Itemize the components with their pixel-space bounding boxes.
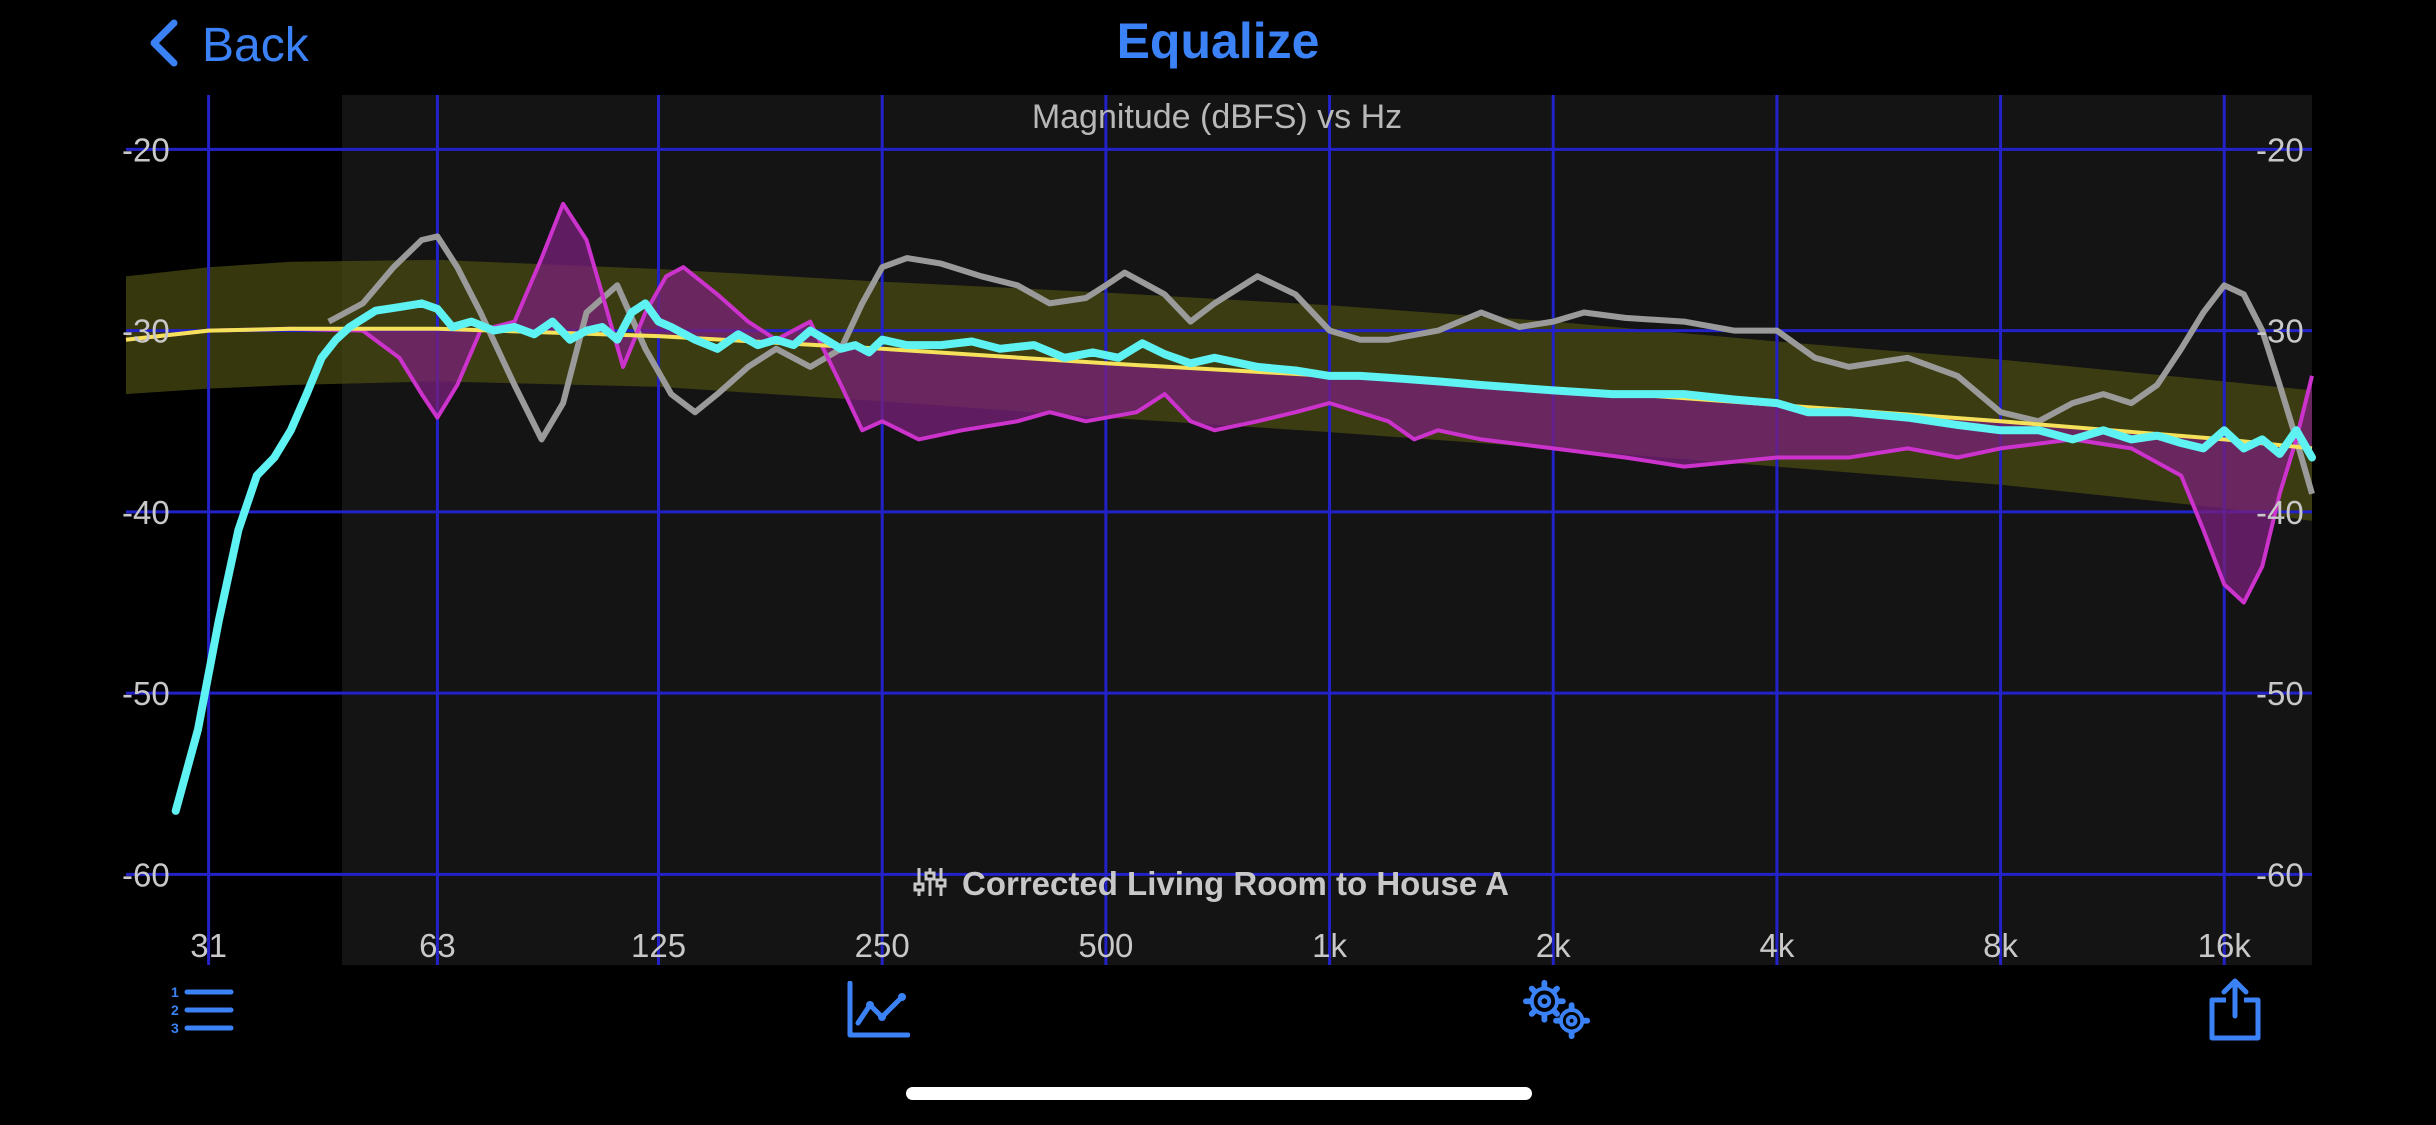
x-tick-label: 16k	[2198, 927, 2252, 964]
x-tick-label: 500	[1078, 927, 1133, 964]
series-eq-line	[125, 201, 2314, 605]
x-tick-label: 31	[190, 927, 227, 964]
series-target-line	[125, 326, 2313, 451]
chart-subtitle[interactable]: Corrected Living Room to House A	[913, 865, 1509, 902]
y-tick-label-right: -40	[2256, 494, 2304, 531]
y-tick-label-right: -50	[2256, 675, 2304, 712]
equalizer-sliders-icon	[913, 868, 947, 896]
numbered-list-button[interactable]: 1 2 3	[167, 975, 237, 1045]
y-tick-label-left: -30	[122, 313, 170, 350]
navigation-bar: Back Equalize	[0, 0, 2436, 90]
svg-text:3: 3	[171, 1020, 179, 1036]
chart-title: Magnitude (dBFS) vs Hz	[1032, 98, 1402, 136]
graph-button[interactable]	[843, 975, 913, 1045]
x-tick-label: 2k	[1536, 927, 1571, 964]
back-button[interactable]: Back	[146, 14, 309, 76]
x-tick-label: 250	[855, 927, 910, 964]
y-tick-label-right: -30	[2256, 313, 2304, 350]
line-graph-icon	[847, 981, 910, 1038]
y-tick-label-left: -20	[122, 131, 170, 168]
series-predicted-line	[171, 299, 2316, 815]
x-tick-label: 1k	[1312, 927, 1347, 964]
x-tick-label: 4k	[1759, 927, 1794, 964]
svg-text:1: 1	[171, 984, 179, 1000]
settings-button[interactable]	[1523, 975, 1593, 1045]
y-tick-label-right: -60	[2256, 856, 2304, 893]
y-tick-label-left: -50	[122, 675, 170, 712]
y-tick-label-left: -60	[122, 856, 170, 893]
frequency-response-chart[interactable]: Magnitude (dBFS) vs Hz 31 63 125 250 500 1k 2k…	[0, 90, 2436, 975]
chevron-left-icon	[146, 17, 182, 74]
y-tick-label-left: -40	[122, 494, 170, 531]
eq-filter-area	[126, 203, 2312, 603]
share-button[interactable]	[2200, 975, 2270, 1045]
back-label: Back	[202, 18, 309, 72]
plot-background	[342, 95, 2312, 965]
y-tick-label-right: -20	[2256, 131, 2304, 168]
bottom-toolbar: 1 2 3	[0, 975, 2436, 1050]
numbered-list-icon: 1 2 3	[171, 984, 234, 1036]
x-tick-label: 63	[419, 927, 456, 964]
series-measured-line	[327, 233, 2315, 495]
chart-subtitle-label: Corrected Living Room to House A	[962, 865, 1509, 902]
page-title: Equalize	[1116, 13, 1320, 69]
x-tick-label: 8k	[1983, 927, 2018, 964]
share-icon	[2209, 978, 2261, 1041]
gears-icon	[1523, 979, 1591, 1040]
home-indicator	[906, 1087, 1532, 1100]
svg-text:2: 2	[171, 1002, 179, 1018]
x-tick-label: 125	[631, 927, 686, 964]
